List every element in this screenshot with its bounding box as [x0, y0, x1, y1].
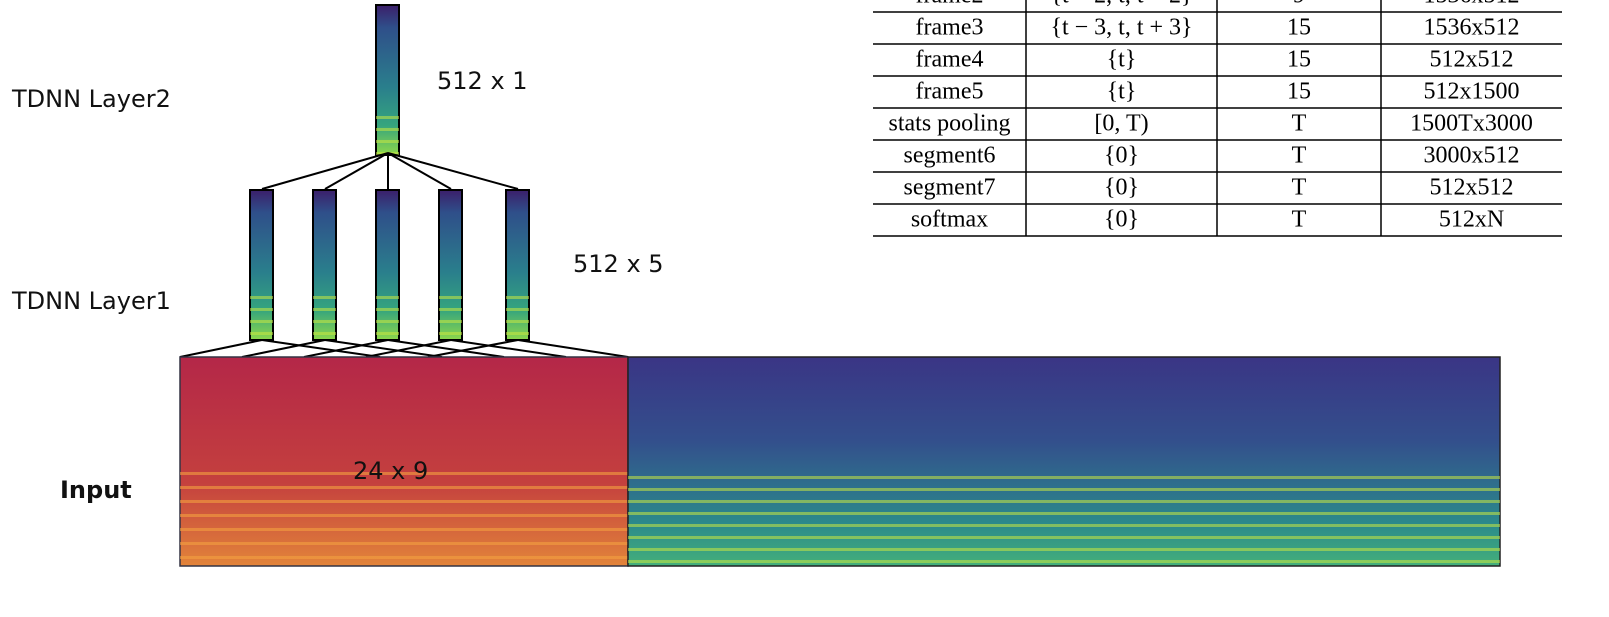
cell: 15 [1287, 47, 1311, 73]
link [517, 339, 629, 358]
cell: segment7 [904, 175, 996, 201]
link [324, 339, 443, 358]
link [387, 152, 519, 190]
cell: 1536x512 [1424, 15, 1520, 41]
cell: segment6 [904, 143, 996, 169]
link [450, 339, 567, 358]
cell: 15 [1287, 15, 1311, 41]
cell: stats pooling [888, 111, 1010, 137]
column-stripes [313, 290, 336, 340]
link [303, 339, 389, 358]
link [387, 152, 452, 190]
column-stripes [439, 290, 462, 340]
cell: {t − 2, t, t + 2} [1050, 0, 1192, 9]
link [365, 339, 452, 358]
cell: {0} [1104, 175, 1139, 201]
size-label: 512 x 5 [573, 250, 664, 278]
cell: frame2 [916, 0, 984, 9]
network [179, 4, 1501, 567]
cell: frame5 [916, 79, 984, 105]
layer-label: TDNN Layer1 [11, 287, 171, 315]
column-stripes [506, 290, 529, 340]
link [387, 339, 505, 358]
cell: {0} [1104, 207, 1139, 233]
size-label: 512 x 1 [437, 67, 528, 95]
cell: 512x512 [1430, 175, 1514, 201]
link [324, 152, 389, 190]
cell: {0} [1104, 143, 1139, 169]
cell: 1500Tx3000 [1410, 111, 1533, 137]
link [179, 339, 263, 358]
cell: 3000x512 [1424, 143, 1520, 169]
column-stripes [250, 290, 273, 340]
layer-label: TDNN Layer2 [11, 85, 171, 113]
link [241, 339, 326, 358]
cell: frame3 [916, 15, 984, 41]
cell: T [1292, 143, 1307, 169]
cell: 512x1500 [1424, 79, 1520, 105]
cell: T [1292, 175, 1307, 201]
column-stripes [376, 290, 399, 340]
size-label: 24 x 9 [353, 457, 428, 485]
cell: T [1292, 207, 1307, 233]
cell: 15 [1287, 79, 1311, 105]
cell: {t} [1107, 47, 1137, 73]
link [261, 152, 389, 190]
link [427, 339, 519, 358]
layer-label: Input [60, 476, 132, 504]
cell: 512x512 [1430, 47, 1514, 73]
cell: 1536x512 [1424, 0, 1520, 9]
cell: [0, T) [1094, 111, 1148, 137]
cell: 9 [1293, 0, 1305, 9]
cell: softmax [911, 207, 988, 233]
cell: T [1292, 111, 1307, 137]
cell: {t − 3, t, t + 3} [1050, 15, 1192, 41]
cell: 512xN [1439, 207, 1504, 233]
cell: {t} [1107, 79, 1137, 105]
table: frame2 {t − 2, t, t + 2} 9 1536x512 frame3 {t… [873, 0, 1562, 237]
link [261, 339, 381, 358]
cell: frame4 [916, 47, 984, 73]
